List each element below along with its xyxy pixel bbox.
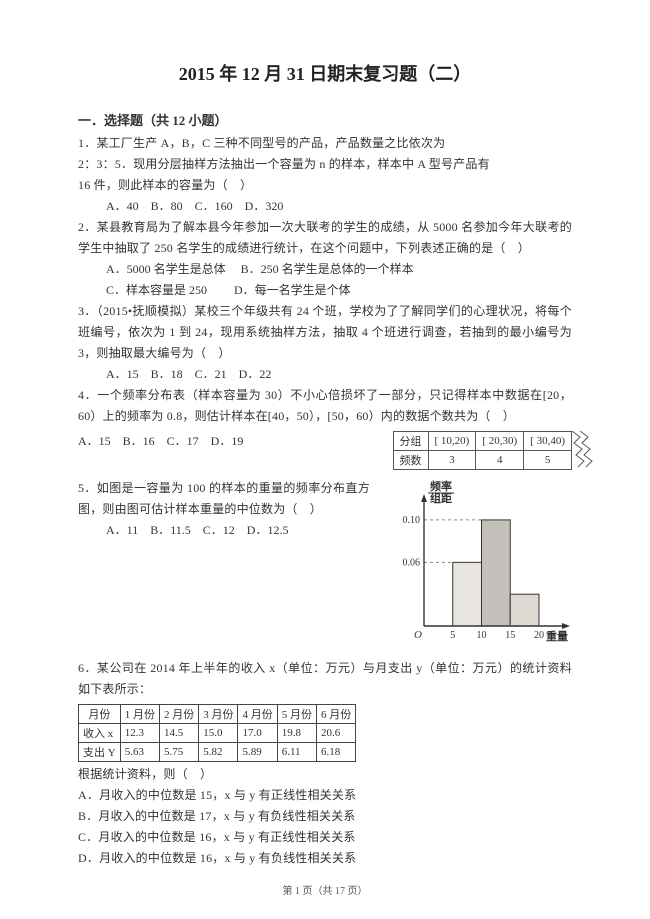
- page-title: 2015 年 12 月 31 日期末复习题（二）: [78, 60, 572, 86]
- q6-optD: D．月收入的中位数是 16，x 与 y 有负线性相关关系: [78, 848, 572, 869]
- q6-x3: 15.0: [199, 724, 238, 743]
- q1-options: A．40 B．80 C．160 D．320: [78, 196, 572, 217]
- q2-optC: C．样本容量是 250: [106, 283, 207, 297]
- q6-y2: 5.75: [159, 743, 198, 762]
- svg-text:重量: 重量: [546, 629, 568, 643]
- q6-y5: 6.11: [277, 743, 316, 762]
- q1: 1．某工厂生产 A，B，C 三种不同型号的产品，产品数量之比依次为 2：3：5．…: [78, 133, 572, 196]
- q5: 5．如图是一容量为 100 的样本的重量的频率分布直方图，则由图可估计样本重量的…: [78, 478, 370, 520]
- q5-options: A．11 B．11.5 C．12 D．12.5: [78, 520, 370, 541]
- q3: 3．（2015•抚顺模拟）某校三个年级共有 24 个班，学校为了了解同学们的心理…: [78, 301, 572, 364]
- q2-options: A．5000 名学生是总体 B．250 名学生是总体的一个样本 C．样本容量是 …: [78, 259, 572, 301]
- q5-text: 5．如图是一容量为 100 的样本的重量的频率分布直方图，则由图可估计样本重量的…: [78, 478, 370, 541]
- svg-text:O: O: [414, 629, 422, 641]
- page: 2015 年 12 月 31 日期末复习题（二） 一．选择题（共 12 小题） …: [0, 0, 650, 919]
- q2: 2．某县教育局为了解本县今年参加一次大联考的学生的成绩，从 5000 名参加今年…: [78, 217, 572, 259]
- q4-th3: [ 30,40): [524, 432, 572, 451]
- q4: 4．一个频率分布表（样本容量为 30）不小心倍损坏了一部分，只记得样本中数据在[…: [78, 385, 572, 427]
- q6-y4: 5.89: [238, 743, 277, 762]
- q1-line1: 1．某工厂生产 A，B，C 三种不同型号的产品，产品数量之比依次为: [78, 136, 445, 150]
- q6-y1: 5.63: [120, 743, 159, 762]
- svg-text:15: 15: [505, 630, 515, 641]
- q2-optD: D．每一名学生是个体: [234, 283, 351, 297]
- svg-text:0.10: 0.10: [403, 515, 421, 526]
- q6-h3: 3 月份: [199, 705, 238, 724]
- q6-optC: C．月收入的中位数是 16，x 与 y 有正线性相关关系: [78, 827, 572, 848]
- q2-optA: A．5000 名学生是总体: [106, 262, 226, 276]
- q6-table: 月份 1 月份 2 月份 3 月份 4 月份 5 月份 6 月份 收入 x 12…: [78, 704, 356, 762]
- q3-options: A．15 B．18 C．21 D．22: [78, 364, 572, 385]
- q6-h0: 月份: [79, 705, 121, 724]
- q6-x1: 12.3: [120, 724, 159, 743]
- svg-text:10: 10: [477, 630, 487, 641]
- q4-th2: [ 20,30): [476, 432, 524, 451]
- q6-optA: A．月收入的中位数是 15，x 与 y 有正线性相关关系: [78, 785, 572, 806]
- q6-y3: 5.82: [199, 743, 238, 762]
- q6-x0: 收入 x: [79, 724, 121, 743]
- q6-optB: B．月收入的中位数是 17，x 与 y 有负线性相关关系: [78, 806, 572, 827]
- q4-th0: 分组: [393, 432, 428, 451]
- q6-x6: 20.6: [316, 724, 355, 743]
- q6-h2: 2 月份: [159, 705, 198, 724]
- section-heading: 一．选择题（共 12 小题）: [78, 110, 572, 129]
- q4-table-wrap: 分组 [ 10,20) [ 20,30) [ 30,40) 频数 3 4 5: [393, 431, 572, 470]
- q6-h6: 6 月份: [316, 705, 355, 724]
- q4-table: 分组 [ 10,20) [ 20,30) [ 30,40) 频数 3 4 5: [393, 431, 572, 470]
- q6: 6．某公司在 2014 年上半年的收入 x（单位：万元）与月支出 y（单位：万元…: [78, 658, 572, 700]
- q6-h1: 1 月份: [120, 705, 159, 724]
- q6-y0: 支出 Y: [79, 743, 121, 762]
- q4-r0: 频数: [393, 451, 428, 470]
- q6-h4: 4 月份: [238, 705, 277, 724]
- q4-options: A．15 B．16 C．17 D．19: [78, 431, 243, 452]
- q5-histogram: 0.060.105101520O频率组距重量: [382, 478, 572, 648]
- torn-edge-icon: [570, 431, 594, 467]
- q6-x5: 19.8: [277, 724, 316, 743]
- q1-line2: 2：3：5．现用分层抽样方法抽出一个容量为 n 的样本，样本中 A 型号产品有: [78, 157, 490, 171]
- page-footer: 第 1 页（共 17 页）: [0, 882, 650, 897]
- q6-after: 根据统计资料，则（ ）: [78, 764, 572, 785]
- svg-text:0.06: 0.06: [403, 557, 421, 568]
- q2-optB: B．250 名学生是总体的一个样本: [241, 262, 414, 276]
- q6-h5: 5 月份: [277, 705, 316, 724]
- svg-text:5: 5: [450, 630, 455, 641]
- q6-y6: 6.18: [316, 743, 355, 762]
- q5-row: 5．如图是一容量为 100 的样本的重量的频率分布直方图，则由图可估计样本重量的…: [78, 478, 572, 648]
- q4-r1: 3: [428, 451, 476, 470]
- svg-text:频率: 频率: [430, 479, 452, 493]
- q4-r3: 5: [524, 451, 572, 470]
- q1-line3: 16 件，则此样本的容量为（ ）: [78, 178, 252, 192]
- svg-text:20: 20: [534, 630, 544, 641]
- q6-x4: 17.0: [238, 724, 277, 743]
- q6-x2: 14.5: [159, 724, 198, 743]
- q4-r2: 4: [476, 451, 524, 470]
- q4-row: A．15 B．16 C．17 D．19 分组 [ 10,20) [ 20,30)…: [78, 431, 572, 470]
- q4-th1: [ 10,20): [428, 432, 476, 451]
